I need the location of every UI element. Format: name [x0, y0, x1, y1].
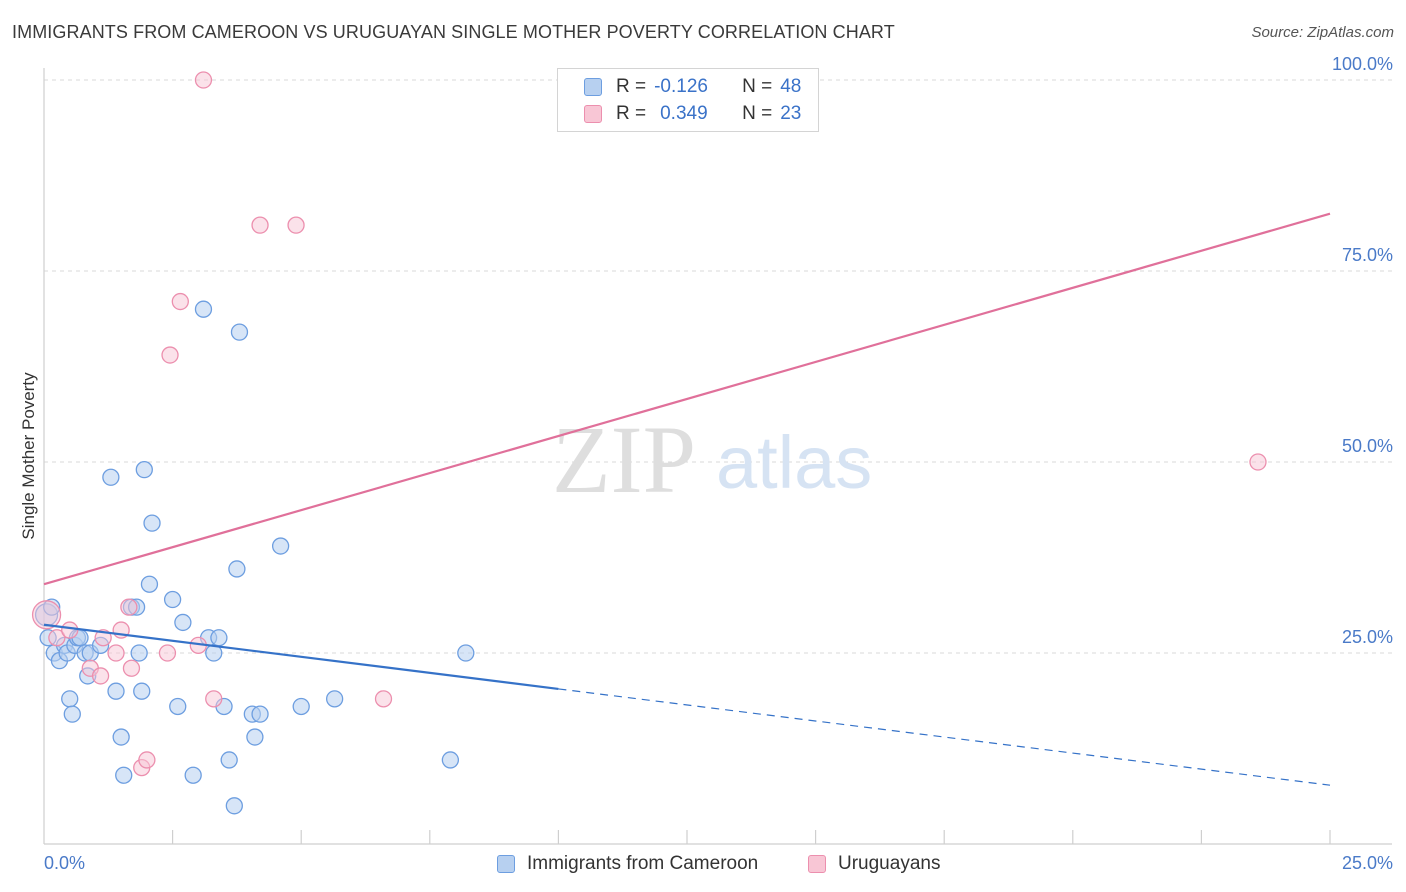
legend-n-value: 23 [780, 103, 802, 124]
cameroon-point [220, 751, 238, 769]
x-tick-marks [172, 830, 1331, 844]
cameroon-point [133, 682, 151, 700]
legend-r-label: R = [616, 76, 647, 97]
series-cameroon-points [34, 300, 475, 815]
uruguayan-point [194, 71, 213, 89]
uruguayan-point [94, 629, 112, 647]
uruguayan-point [374, 690, 393, 708]
cameroon-point [102, 468, 120, 486]
uruguayans-trend-line [43, 212, 1331, 586]
cameroon-point [457, 644, 475, 662]
x-tick-label: 25.0% [1342, 853, 1393, 873]
y-tick-labels: 25.0% 50.0% 75.0% 100.0% [1332, 54, 1393, 647]
cameroon-point [174, 613, 192, 632]
uruguayan-point [161, 346, 179, 364]
axes [43, 68, 1392, 845]
cameroon-point [143, 514, 161, 532]
grid-lines [44, 79, 1392, 654]
legend-swatch-pink [584, 105, 602, 123]
cameroon-trend-line-extension [558, 688, 1331, 786]
uruguayan-point [251, 216, 269, 234]
uruguayan-point [48, 629, 66, 647]
y-tick-label: 75.0% [1342, 245, 1393, 265]
cameroon-point [130, 644, 148, 662]
cameroon-trend-line [43, 623, 559, 690]
uruguayan-point [158, 644, 177, 662]
cameroon-point [210, 629, 228, 647]
cameroon-point [184, 766, 202, 784]
uruguayan-point [120, 598, 138, 616]
cameroon-point [63, 705, 81, 723]
trend-lines [43, 212, 1331, 786]
watermark-zip: ZIP [552, 406, 696, 513]
bottom-legend-label: Uruguayans [838, 853, 941, 874]
y-tick-label: 50.0% [1342, 436, 1393, 456]
legend-r-value: 0.349 [660, 103, 708, 124]
legend-n-value: 48 [780, 76, 802, 97]
y-tick-label: 25.0% [1342, 627, 1393, 647]
uruguayan-point [138, 751, 156, 769]
cameroon-point [246, 728, 264, 746]
uruguayan-point [122, 659, 141, 677]
bottom-legend-swatch-blue [497, 855, 515, 873]
cameroon-point [112, 728, 130, 746]
y-axis-label: Single Mother Poverty [19, 372, 38, 540]
bottom-legend-uruguayans: Uruguayans [808, 851, 940, 877]
cameroon-point [140, 575, 159, 593]
cameroon-point [194, 300, 213, 318]
watermark: ZIP atlas [552, 406, 872, 513]
legend-r-label: R = [616, 103, 647, 124]
cameroon-point [107, 682, 125, 700]
uruguayan-point [61, 621, 79, 639]
uruguayan-point [287, 216, 305, 234]
cameroon-point [230, 323, 249, 341]
correlation-legend: R = -0.126 N = 48 R = 0.349 N = 23 [557, 68, 819, 132]
chart-title: IMMIGRANTS FROM CAMEROON VS URUGUAYAN SI… [12, 22, 895, 42]
legend-n-label: N = [742, 76, 773, 97]
bottom-legend-swatch-pink [808, 855, 826, 873]
cameroon-point [292, 697, 310, 716]
uruguayan-point [171, 292, 189, 311]
uruguayan-point [91, 667, 110, 685]
source-label: Source: ZipAtlas.com [1251, 24, 1394, 41]
bottom-legend-cameroon: Immigrants from Cameroon [497, 851, 758, 877]
cameroon-point [251, 705, 269, 723]
legend-n-label: N = [742, 103, 773, 124]
legend-r-value: -0.126 [654, 76, 708, 97]
legend-row-cameroon: R = -0.126 N = 48 [584, 75, 801, 99]
uruguayan-point [205, 690, 223, 708]
cameroon-point [163, 590, 182, 609]
uruguayan-point [107, 644, 125, 662]
uruguayan-point [1249, 453, 1267, 471]
legend-row-uruguayans: R = 0.349 N = 23 [584, 102, 801, 126]
x-tick-labels: 0.0% 25.0% [44, 853, 1393, 873]
uruguayan-point [31, 600, 62, 630]
cameroon-point [115, 766, 133, 784]
bottom-legend-label: Immigrants from Cameroon [527, 853, 759, 874]
watermark-atlas: atlas [716, 421, 872, 504]
legend-swatch-blue [584, 78, 602, 96]
cameroon-point [169, 697, 187, 716]
y-tick-label: 100.0% [1332, 54, 1393, 74]
cameroon-point [225, 797, 243, 815]
cameroon-point [271, 537, 290, 555]
cameroon-point [325, 690, 344, 708]
cameroon-point [441, 751, 460, 769]
cameroon-point [135, 460, 153, 479]
cameroon-point [228, 560, 246, 578]
x-tick-label: 0.0% [44, 853, 85, 873]
cameroon-point [61, 690, 79, 708]
